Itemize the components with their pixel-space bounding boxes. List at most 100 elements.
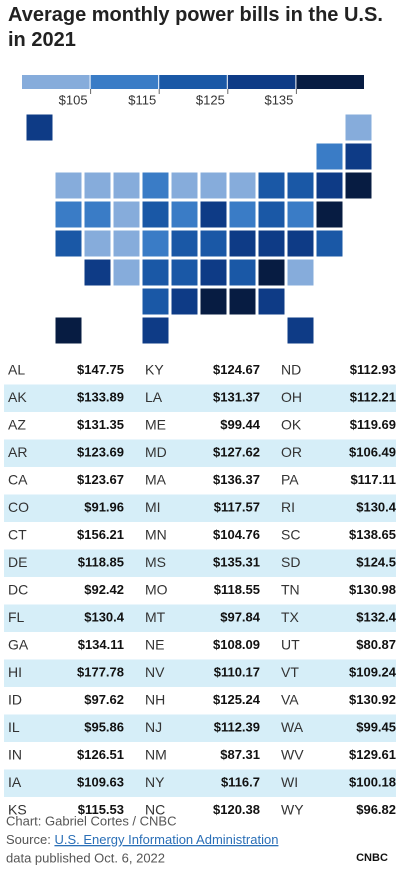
state-name: MS [145,554,166,570]
state-value: $116.7 [221,775,260,790]
state-tile [199,287,228,316]
row-band [4,494,396,522]
state-name: SC [281,526,300,542]
row-band [4,384,396,412]
legend-swatch [159,75,227,89]
state-name: IN [8,746,22,762]
state-name: PA [281,471,299,487]
state-tile [170,258,199,287]
title-line: in 2021 [8,29,76,51]
state-name: MO [145,581,168,597]
state-value: $117.57 [214,500,260,515]
state-tile [315,171,344,200]
state-name: ID [8,691,22,707]
state-tile [344,142,373,171]
state-value: $136.37 [213,472,260,487]
state-tile [83,200,112,229]
state-tile [141,287,170,316]
state-value: $126.51 [77,747,124,762]
state-name: AR [8,444,27,460]
legend-swatch [22,75,90,89]
state-value: $156.21 [77,527,124,542]
state-value: $131.35 [77,417,124,432]
state-value: $87.31 [220,747,260,762]
state-value: $125.24 [213,692,261,707]
state-value: $127.62 [213,445,260,460]
state-value: $118.85 [78,555,124,570]
state-tile [112,229,141,258]
state-name: OK [281,416,302,432]
state-name: IA [8,774,22,790]
state-value: $134.11 [78,637,124,652]
state-value: $130.4 [356,500,397,515]
state-value: $108.09 [213,637,260,652]
state-tile [286,200,315,229]
source-link[interactable]: U.S. Energy Information Administration [54,832,278,847]
state-tile [54,229,83,258]
state-name: WV [281,746,304,762]
state-name: NH [145,691,165,707]
state-value: $124.67 [213,362,260,377]
state-name: NV [145,664,165,680]
state-value: $132.4 [356,610,397,625]
state-value: $133.89 [77,390,124,405]
state-tile [199,229,228,258]
state-name: RI [281,499,295,515]
state-name: CO [8,499,29,515]
state-value: $130.92 [349,692,396,707]
source: Source: U.S. Energy Information Administ… [6,832,278,847]
source-prefix: Source: [6,832,51,847]
state-value: $110.17 [214,665,260,680]
state-name: MA [145,471,167,487]
state-name: NY [145,774,165,790]
state-tile [83,229,112,258]
title: Average monthly power bills in the U.S. i… [8,4,383,51]
state-name: CT [8,526,27,542]
state-value: $109.63 [77,775,124,790]
state-name: ND [281,361,301,377]
state-tile [170,200,199,229]
state-value: $80.87 [356,637,396,652]
state-name: DC [8,581,28,597]
state-tile [228,287,257,316]
state-name: KS [8,801,27,817]
state-tile [257,229,286,258]
state-tile [286,229,315,258]
state-tile [54,316,83,345]
state-value: $130.4 [84,610,125,625]
state-value: $92.42 [84,582,124,597]
state-name: VT [281,664,299,680]
legend-label: $115 [128,92,156,107]
state-value: $104.76 [213,527,260,542]
state-tile [54,200,83,229]
state-name: VA [281,691,299,707]
state-tile [315,200,344,229]
state-tile [141,316,170,345]
state-name: GA [8,636,29,652]
state-name: UT [281,636,300,652]
state-tile [141,258,170,287]
state-tile [228,171,257,200]
legend-swatch [296,75,364,89]
state-value: $123.67 [77,472,124,487]
state-tile [257,171,286,200]
state-name: OR [281,444,302,460]
state-tile [286,258,315,287]
state-value: $96.82 [356,802,396,817]
state-tile [112,258,141,287]
legend-swatch [90,75,159,89]
state-name: AK [8,389,27,405]
state-value: $119.69 [350,417,396,432]
state-value: $112.21 [350,390,396,405]
state-name: FL [8,609,25,625]
legend-label: $125 [196,92,225,107]
state-tile [344,171,373,200]
state-value: $97.62 [84,692,124,707]
state-tile [228,258,257,287]
state-tile [199,171,228,200]
state-tile [83,171,112,200]
row-band [4,714,396,742]
state-tile [257,287,286,316]
row-band [4,549,396,577]
